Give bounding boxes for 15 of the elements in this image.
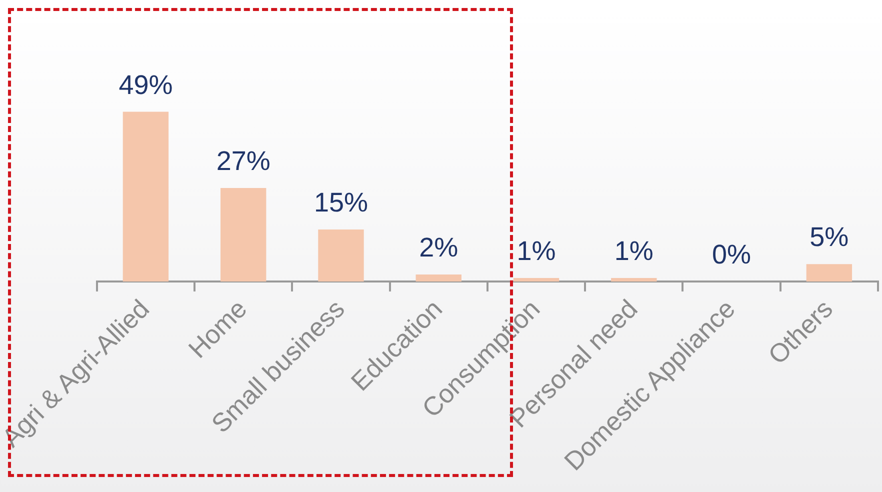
- data-label: 49%: [118, 70, 173, 100]
- bar: [122, 112, 169, 282]
- data-label: 1%: [614, 236, 654, 266]
- data-label: 2%: [419, 232, 458, 262]
- bar: [416, 274, 462, 282]
- data-label: 0%: [712, 239, 752, 270]
- data-label: 5%: [810, 222, 849, 252]
- data-label: 1%: [516, 236, 556, 266]
- bar: [220, 188, 266, 282]
- bar: [318, 230, 364, 282]
- data-label: 15%: [314, 187, 368, 218]
- bar: [806, 264, 852, 282]
- bar: [611, 278, 657, 282]
- data-label: 27%: [216, 146, 270, 176]
- bar: [513, 278, 560, 282]
